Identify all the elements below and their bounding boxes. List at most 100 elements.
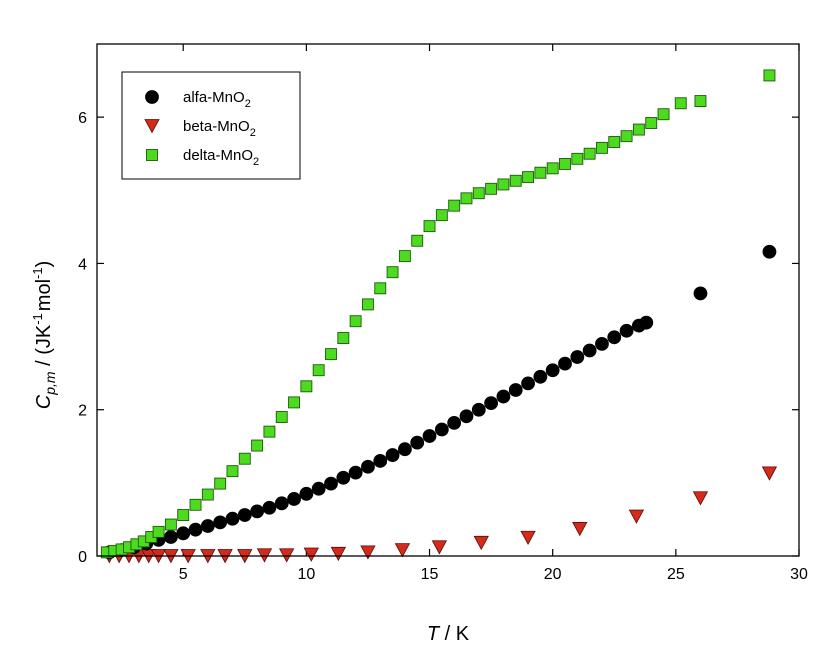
data-point <box>694 95 707 108</box>
legend: alfa-MnO2 beta-MnO2 delta-MnO2 <box>121 71 301 180</box>
legend-marker <box>144 119 160 134</box>
data-point <box>447 415 462 430</box>
data-point <box>485 182 498 195</box>
legend-entry: delta-MnO2 <box>183 147 259 168</box>
data-point <box>534 166 547 179</box>
data-point <box>411 234 424 247</box>
data-point <box>385 448 400 462</box>
x-tick-label: 25 <box>667 566 685 583</box>
data-point <box>200 519 215 533</box>
data-point <box>410 435 425 450</box>
data-point <box>397 442 412 457</box>
data-point <box>361 298 374 311</box>
data-point <box>262 500 277 515</box>
x-tick-label: 10 <box>297 566 315 583</box>
x-tick-label: 5 <box>179 566 188 583</box>
data-point <box>496 389 511 404</box>
data-point <box>571 152 584 165</box>
data-point <box>189 498 202 511</box>
data-point <box>471 402 486 417</box>
data-point <box>374 282 387 295</box>
data-point <box>213 515 228 530</box>
circle-series <box>102 244 777 560</box>
data-point <box>336 470 351 485</box>
data-point <box>360 545 376 560</box>
data-point <box>225 511 240 526</box>
data-point <box>188 522 203 537</box>
data-point <box>214 477 227 490</box>
data-point <box>435 209 448 222</box>
data-point <box>761 466 778 481</box>
data-point <box>674 97 687 110</box>
data-point <box>628 509 645 524</box>
tick-labels: 5 10 15 20 25 30 0 2 4 6 <box>78 110 808 583</box>
data-point <box>546 162 559 175</box>
data-point <box>422 429 437 443</box>
data-point <box>763 69 776 82</box>
data-point <box>398 250 411 263</box>
data-point <box>361 459 375 474</box>
data-point <box>250 504 265 519</box>
data-point <box>226 465 239 478</box>
data-point <box>238 452 251 465</box>
data-point <box>287 492 301 506</box>
data-point <box>595 336 609 351</box>
data-point <box>251 439 264 452</box>
data-point <box>288 396 301 409</box>
data-point <box>533 369 548 384</box>
y-tick-label: 4 <box>78 256 87 273</box>
data-point <box>645 117 658 129</box>
data-point <box>508 383 523 397</box>
data-point <box>164 518 177 531</box>
data-point <box>423 220 436 233</box>
data-point <box>460 192 473 205</box>
data-point <box>632 123 645 136</box>
data-point <box>373 454 388 468</box>
data-point <box>570 350 585 364</box>
x-tick-label: 20 <box>544 566 562 583</box>
square-series <box>100 69 776 559</box>
y-tick-label: 6 <box>78 110 87 127</box>
data-point <box>559 158 571 170</box>
data-point <box>693 286 708 301</box>
x-tick-label: 30 <box>790 566 808 583</box>
data-point <box>473 535 489 551</box>
data-point <box>448 199 461 212</box>
plot-frame <box>96 43 800 557</box>
legend-entry: beta-MnO2 <box>183 118 256 139</box>
data-point <box>303 547 319 562</box>
data-point <box>520 530 536 546</box>
data-point <box>386 266 399 279</box>
data-point <box>434 422 449 437</box>
data-point <box>312 364 325 377</box>
data-point <box>619 323 634 338</box>
data-point <box>572 522 588 537</box>
data-point <box>582 343 597 358</box>
data-point <box>558 356 572 371</box>
data-point <box>256 548 273 563</box>
data-point <box>263 425 276 438</box>
data-point <box>163 530 178 544</box>
data-point <box>620 130 633 143</box>
x-tick-label: 15 <box>421 566 439 583</box>
data-point <box>484 396 499 411</box>
data-point <box>324 476 338 491</box>
data-point <box>394 543 411 558</box>
data-point <box>762 244 777 259</box>
data-point <box>522 171 535 184</box>
data-point <box>692 491 709 506</box>
y-tick-label: 2 <box>78 403 87 420</box>
data-point <box>299 486 314 501</box>
triangle-down-series <box>101 466 778 564</box>
data-point <box>300 380 313 393</box>
data-point <box>509 174 522 187</box>
data-point <box>311 481 326 496</box>
data-point <box>431 540 448 555</box>
data-point <box>176 526 191 541</box>
x-axis-title: T / K <box>427 623 470 645</box>
data-point <box>201 488 214 501</box>
data-point <box>639 315 654 330</box>
data-point <box>459 409 474 424</box>
data-point <box>274 496 289 511</box>
